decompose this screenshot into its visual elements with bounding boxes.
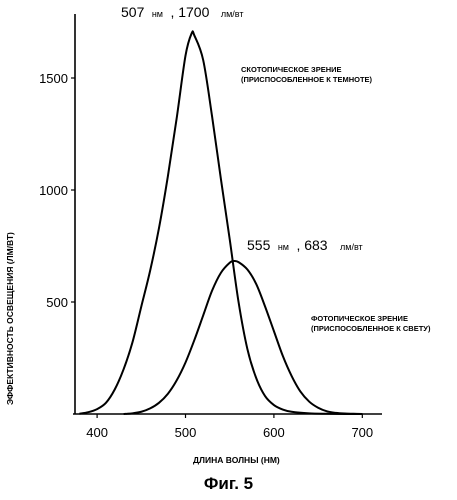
- chart-svg: 400 500 600 700 500 1000 1500 СКОТОПИЧЕСКОЕ ЗР…: [0, 0, 457, 470]
- y-tick-label-500: 500: [46, 295, 68, 310]
- photopic-label: ФОТОПИЧЕСКОЕ ЗРЕНИЕ (ПРИСПОСОБЛЕННОЕ К С…: [311, 314, 431, 333]
- peak2-annotation: 555 нм , 683 лм/вт: [247, 237, 363, 254]
- scotopic-label: СКОТОПИЧЕСКОЕ ЗРЕНИЕ (ПРИСПОСОБЛЕННОЕ К …: [241, 65, 373, 84]
- photopic-curve: [124, 261, 363, 414]
- series-group: [79, 31, 362, 414]
- y-tick-label-1000: 1000: [39, 183, 68, 198]
- peak2-efficacy-unit: лм/вт: [340, 242, 363, 252]
- scotopic-label-line1: СКОТОПИЧЕСКОЕ ЗРЕНИЕ: [241, 65, 342, 74]
- x-tick-label-500: 500: [175, 425, 197, 440]
- x-tick-label-600: 600: [263, 425, 285, 440]
- peak1-efficacy: , 1700: [170, 4, 209, 20]
- x-axis-title: ДЛИНА ВОЛНЫ (НМ): [193, 455, 280, 465]
- photopic-label-line2: (ПРИСПОСОБЛЕННОЕ К СВЕТУ): [311, 324, 431, 333]
- axes: [73, 14, 382, 414]
- peak2-wavelength: 555: [247, 237, 271, 253]
- peak2-efficacy: , 683: [296, 237, 327, 253]
- ticks: 400 500 600 700 500 1000 1500: [39, 71, 373, 440]
- figure-caption: Фиг. 5: [0, 474, 457, 494]
- peak1-annotation: 507 нм , 1700 лм/вт: [121, 4, 243, 21]
- peak1-wavelength-unit: нм: [152, 9, 163, 19]
- peak2-wavelength-unit: нм: [278, 242, 289, 252]
- y-tick-label-1500: 1500: [39, 71, 68, 86]
- peak1-wavelength: 507: [121, 4, 145, 20]
- x-tick-label-700: 700: [351, 425, 373, 440]
- scotopic-label-line2: (ПРИСПОСОБЛЕННОЕ К ТЕМНОТЕ): [241, 75, 373, 84]
- scotopic-curve: [79, 31, 362, 414]
- x-tick-label-400: 400: [86, 425, 108, 440]
- photopic-label-line1: ФОТОПИЧЕСКОЕ ЗРЕНИЕ: [311, 314, 408, 323]
- peak1-efficacy-unit: лм/вт: [221, 9, 244, 19]
- y-axis-title: ЭФФЕКТИВНОСТЬ ОСВЕЩЕНИЯ (ЛМ/ВТ): [5, 232, 15, 405]
